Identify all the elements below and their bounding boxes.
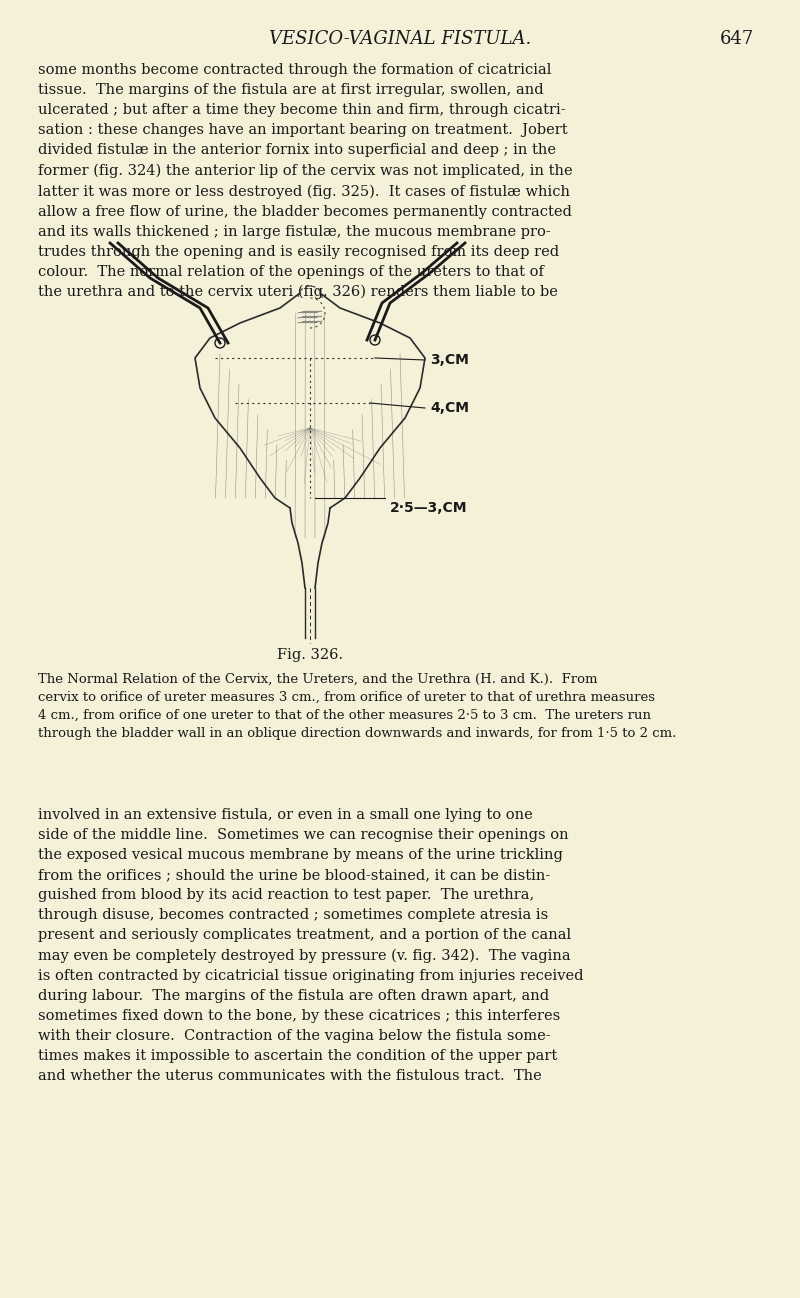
Text: The Normal Relation of the Cervix, the Ureters, and the Urethra (H. and K.).  Fr: The Normal Relation of the Cervix, the U… [38,672,676,740]
Text: VESICO-VAGINAL FISTULA.: VESICO-VAGINAL FISTULA. [269,30,531,48]
Text: Fig. 326.: Fig. 326. [277,648,343,662]
Text: involved in an extensive fistula, or even in a small one lying to one
side of th: involved in an extensive fistula, or eve… [38,807,583,1084]
Text: 2·5—3,CM: 2·5—3,CM [390,501,467,515]
Text: 3,CM: 3,CM [430,353,469,367]
Text: 4,CM: 4,CM [430,401,469,415]
Text: 647: 647 [720,30,754,48]
Text: some months become contracted through the formation of cicatricial
tissue.  The : some months become contracted through th… [38,64,573,300]
